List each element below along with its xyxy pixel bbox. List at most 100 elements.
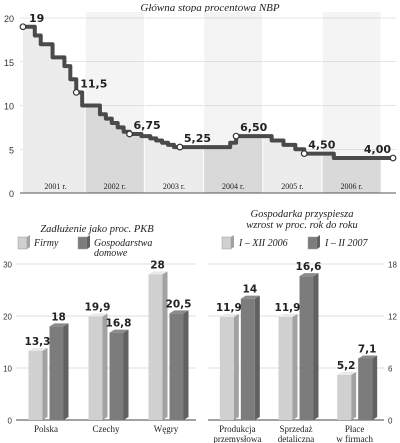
debt-bar	[28, 350, 43, 420]
debt-bar-value-label: 28	[150, 259, 165, 271]
rate-annotation-marker	[72, 88, 80, 96]
rate-annotation-marker	[389, 154, 397, 162]
debt-bar-top	[109, 329, 129, 333]
rate-annotation-marker	[232, 132, 240, 140]
growth-legend-label: I – XII 2006	[238, 238, 288, 249]
growth-bar-top	[358, 355, 378, 359]
debt-legend-label: domowe	[94, 248, 128, 259]
growth-legend-swatch	[221, 236, 232, 250]
rate-line	[22, 24, 394, 160]
growth-y-tick-label: 6	[388, 365, 393, 374]
growth-bar-side	[254, 295, 260, 420]
growth-legend-label: I – II 2007	[324, 238, 368, 249]
debt-legend-swatch-side	[87, 235, 90, 249]
growth-bar-top	[278, 313, 298, 317]
rate-chart-title: Główna stopa procentowa NBP	[140, 2, 280, 14]
growth-bar	[299, 276, 314, 420]
growth-bar	[240, 298, 255, 420]
debt-bar-side	[42, 347, 48, 420]
growth-chart-title: Gospodarka przyspiesza	[251, 209, 354, 220]
growth-bar-value-label: 16,6	[296, 261, 322, 273]
debt-bar-value-label: 18	[51, 311, 66, 323]
growth-bar	[358, 358, 373, 420]
rate-y-tick-label: 0	[9, 189, 14, 199]
growth-bar-value-label: 5,2	[337, 360, 356, 372]
growth-bar	[219, 316, 234, 420]
rate-y-tick-label: 5	[9, 145, 14, 155]
debt-bar-side	[102, 313, 108, 420]
growth-bar-side	[292, 313, 298, 420]
growth-bar-top	[240, 295, 260, 299]
growth-bar-top	[299, 273, 319, 277]
growth-bar-value-label: 11,9	[275, 302, 301, 314]
rate-y-tick-label: 10	[4, 102, 14, 112]
debt-bar-side	[123, 329, 129, 420]
growth-chart-title: wzrost w proc. rok do roku	[246, 220, 358, 231]
rate-x-tick-label: 2006 r.	[340, 182, 362, 191]
growth-bar-side	[372, 355, 378, 420]
debt-bar-top	[28, 347, 48, 351]
debt-bar-side	[162, 271, 168, 420]
debt-chart-title: Zadłużenie jako proc. PKB	[40, 224, 154, 235]
debt-category-label: Czechy	[93, 424, 120, 434]
debt-legend-label: Firmy	[33, 238, 59, 249]
debt-bar	[109, 332, 124, 420]
rate-y-tick-label: 15	[4, 58, 14, 68]
debt-bar	[88, 316, 103, 420]
growth-y-tick-label: 18	[388, 261, 397, 270]
growth-bar-value-label: 7,1	[358, 343, 377, 355]
growth-category-label: Płace	[345, 424, 365, 434]
debt-bar	[49, 326, 64, 420]
debt-bar-side	[183, 310, 189, 420]
debt-y-tick-label: 10	[3, 365, 12, 374]
growth-category-label: Sprzedaż	[280, 424, 313, 434]
debt-y-tick-label: 20	[3, 313, 12, 322]
growth-category-label: przemysłowa	[213, 434, 261, 443]
debt-y-tick-label: 30	[3, 261, 12, 270]
rate-annotation-marker	[176, 143, 184, 151]
rate-annotation-label: 11,5	[80, 77, 107, 90]
debt-legend-label: Gospodarstwa	[94, 238, 152, 249]
debt-category-label: Polska	[34, 424, 58, 434]
debt-bar-top	[49, 323, 69, 327]
rate-x-tick-label: 2002 r.	[104, 182, 126, 191]
debt-bar-side	[63, 323, 69, 420]
rate-annotation-marker	[126, 130, 133, 138]
growth-bar-side	[351, 371, 357, 420]
rate-x-tick-label: 2005 r.	[281, 182, 303, 191]
growth-y-tick-label: 12	[388, 313, 397, 322]
growth-legend-swatch	[307, 236, 318, 250]
growth-bar-side	[233, 313, 239, 420]
growth-bar	[337, 374, 352, 420]
growth-category-label: Produkcja	[219, 424, 256, 434]
debt-bar-top	[88, 313, 108, 317]
debt-legend-swatch	[17, 236, 28, 250]
debt-bar	[169, 313, 184, 420]
rate-y-tick-label: 20	[4, 14, 14, 24]
rate-x-tick-label: 2001 r.	[44, 182, 66, 191]
growth-legend-swatch-side	[317, 235, 320, 249]
growth-category-label: w firmach	[336, 434, 373, 443]
growth-category-label: detaliczna	[278, 434, 314, 443]
debt-bar-value-label: 19,9	[85, 302, 111, 314]
growth-y-tick-label: 0	[388, 417, 393, 426]
debt-category-label: Węgry	[154, 424, 179, 434]
growth-bar-value-label: 11,9	[216, 302, 242, 314]
rate-annotation-label: 6,50	[240, 121, 267, 134]
growth-bar-value-label: 14	[243, 284, 258, 296]
growth-bar	[278, 316, 293, 420]
debt-bar	[148, 274, 163, 420]
debt-bar-top	[148, 271, 168, 275]
growth-bar-side	[313, 273, 319, 420]
rate-annotation-label: 4,50	[308, 139, 335, 152]
debt-bar-value-label: 16,8	[106, 318, 132, 330]
rate-annotation-label: 5,25	[184, 132, 211, 145]
debt-legend-swatch	[77, 236, 88, 250]
rate-x-tick-label: 2003 r.	[163, 182, 185, 191]
rate-x-tick-label: 2004 r.	[222, 182, 244, 191]
debt-bar-value-label: 13,3	[25, 336, 51, 348]
debt-y-tick-label: 0	[8, 417, 13, 426]
rate-annotation-label: 4,00	[364, 143, 391, 156]
rate-annotation-label: 6,75	[134, 119, 161, 132]
